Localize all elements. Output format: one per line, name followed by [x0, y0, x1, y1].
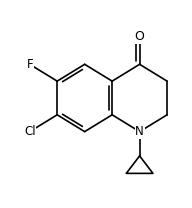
Text: O: O [135, 30, 145, 43]
Text: N: N [135, 125, 144, 138]
Text: F: F [26, 58, 33, 71]
Text: Cl: Cl [24, 125, 36, 138]
